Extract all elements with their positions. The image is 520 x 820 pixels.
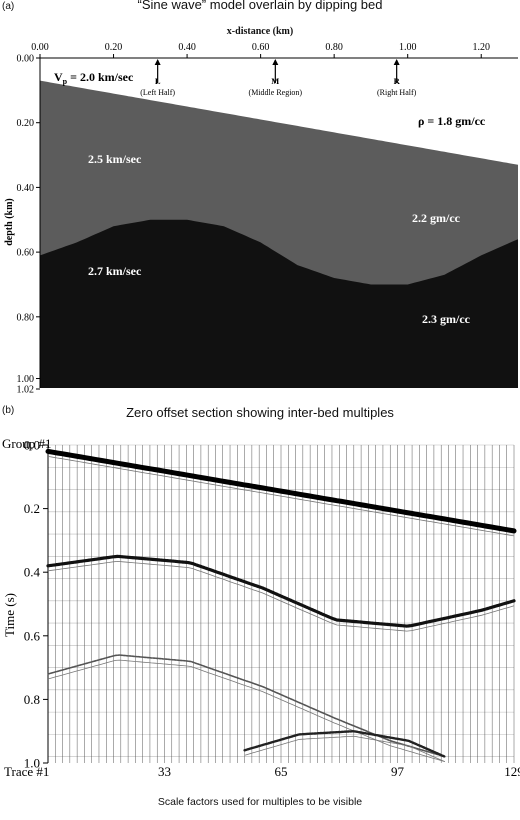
marker-letter: R	[394, 76, 401, 86]
marker-arrowhead	[272, 59, 279, 65]
trace-tick-label: 129	[504, 764, 520, 779]
layer2-density-label: 2.2 gm/cc	[412, 211, 461, 225]
y-tick-label: 0.20	[17, 118, 35, 129]
seismic-event-3	[243, 730, 446, 758]
y-tick-label: 1.02	[17, 385, 35, 396]
seismic-event-tail-3	[244, 735, 445, 762]
time-tick-label: 1.0	[24, 756, 40, 771]
x-tick-label: 0.60	[252, 42, 270, 53]
time-tick-label: 0.2	[24, 501, 40, 516]
seismic-event-tail-0	[47, 456, 515, 537]
vp-label: Vp = 2.0 km/sec	[54, 70, 134, 86]
marker-desc: (Middle Region)	[249, 88, 303, 97]
y-tick-label: 1.00	[17, 374, 35, 385]
x-tick-label: 1.20	[472, 42, 490, 53]
seismic-event-tail-1	[47, 560, 515, 632]
panel-a-model-chart: 0.00 0.20 0.40 0.60 0.80 1.00 1.20 0.00 0.20 0.4…	[4, 42, 518, 396]
y-tick-label: 0.80	[17, 312, 35, 323]
seismic-event-1	[46, 554, 516, 628]
y-tick-label: 0.40	[17, 183, 35, 194]
panel-a-title: “Sine wave” model overlain by dipping be…	[137, 0, 383, 12]
y-tick-label: 0.00	[17, 54, 35, 65]
layer2-velocity-label: 2.5 km/sec	[88, 152, 142, 166]
layer3-density-label: 2.3 gm/cc	[422, 312, 471, 326]
trace-tick-label: 97	[391, 764, 405, 779]
seismic-event-0	[45, 448, 517, 534]
time-tick-label: 0.4	[24, 565, 41, 580]
vp-subscript: p	[63, 77, 68, 86]
vp-symbol: V	[54, 70, 63, 84]
time-tick-label: 0.0	[24, 438, 40, 453]
panel-a-xaxis-label: x-distance (km)	[226, 26, 294, 37]
marker-desc: (Left Half)	[140, 88, 175, 97]
trace-label: Trace #1	[4, 764, 49, 779]
x-tick-label: 0.80	[325, 42, 343, 53]
group-label: Group #1	[2, 436, 51, 451]
rho-label: ρ = 1.8 gm/cc	[418, 114, 486, 128]
trace-tick-label: 65	[275, 764, 288, 779]
panel-b-seismic-section: Group #1 Time (s) 0.0 0.2 0.4 0.6 0.8 1.0 33 6…	[2, 436, 520, 779]
panel-b-caption: Scale factors used for multiples to be v…	[157, 796, 363, 808]
x-tick-label: 1.00	[399, 42, 417, 53]
marker-arrowhead	[393, 59, 400, 65]
panel-b-yaxis-label: Time (s)	[2, 593, 17, 637]
x-tick-label: 0.00	[31, 42, 49, 53]
layer3-velocity-label: 2.7 km/sec	[88, 264, 142, 278]
marker-desc: (Right Half)	[377, 88, 417, 97]
panel-b-letter: (b)	[2, 405, 15, 416]
x-tick-label: 0.20	[105, 42, 123, 53]
time-tick-label: 0.8	[24, 692, 40, 707]
time-tick-label: 0.6	[24, 628, 41, 643]
trace-tick-label: 33	[158, 764, 171, 779]
panel-a-yaxis-label: depth (km)	[4, 198, 15, 246]
marker-letter: M	[271, 76, 279, 86]
marker-letter: L	[155, 76, 161, 86]
y-tick-label: 0.60	[17, 248, 35, 259]
layer3-region	[40, 219, 518, 388]
marker-arrowhead	[154, 59, 161, 65]
vp-value: = 2.0 km/sec	[70, 70, 134, 84]
panel-b-title: Zero offset section showing inter-bed mu…	[126, 405, 394, 420]
seismic-event-tail-2	[47, 659, 445, 762]
panel-a-letter: (a)	[2, 1, 15, 12]
x-tick-label: 0.40	[178, 42, 196, 53]
